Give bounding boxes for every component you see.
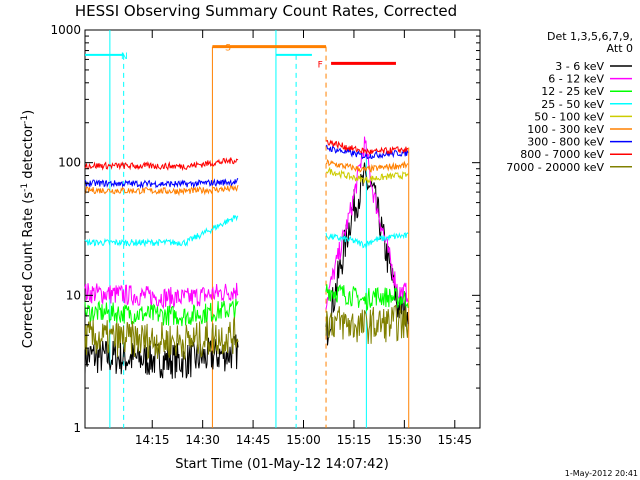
x-tick-label: 14:30: [185, 433, 220, 447]
x-tick-label: 14:45: [236, 433, 271, 447]
axes-layer: 14:15 14:30 14:45 15:00 15:15 15:30 15:45 1 10 10…: [50, 23, 480, 447]
x-tick-label: 15:45: [437, 433, 472, 447]
series-6-day2: [325, 144, 409, 160]
x-tick-label: 15:00: [286, 433, 321, 447]
y-tick-label: 1000: [50, 23, 81, 37]
series-8-day2: [325, 304, 409, 345]
series-0-day1: [84, 334, 239, 379]
legend-entry-0: 3 - 6 keV: [555, 60, 604, 73]
legend-entry-3: 25 - 50 keV: [541, 98, 604, 111]
series-4-day2: [325, 166, 409, 184]
series-6-day1: [84, 178, 239, 189]
series-2-day1: [84, 298, 239, 327]
series-1-day2: [325, 136, 409, 310]
series-3-day2: [325, 232, 409, 249]
segment-label-N: N: [121, 52, 128, 62]
segment-label-S: S: [225, 44, 231, 54]
series-8-day1: [84, 317, 239, 361]
legend-entry-8: 7000 - 20000 keV: [506, 161, 604, 174]
legend-entry-5: 100 - 300 keV: [527, 123, 604, 136]
y-axis-label: Corrected Count Rate (s-1 detector-1): [20, 110, 36, 348]
x-tick-label: 15:15: [337, 433, 372, 447]
footer-date: 1-May-2012 20:41: [565, 469, 638, 478]
series-7-day2: [325, 139, 409, 156]
legend-entry-4: 50 - 100 keV: [534, 110, 604, 123]
series-7-day1: [84, 157, 239, 172]
series-0-day2: [325, 162, 409, 346]
x-tick-label: 14:15: [135, 433, 170, 447]
x-tick-label: 15:30: [387, 433, 422, 447]
series-1-day1: [84, 282, 239, 310]
series-5-day1: [84, 184, 239, 197]
legend-entry-6: 300 - 800 keV: [527, 136, 604, 149]
data-layer: N S F: [84, 30, 410, 428]
legend-entry-1: 6 - 12 keV: [548, 73, 604, 86]
series-2-day2: [325, 284, 409, 312]
segment-label-F: F: [318, 60, 323, 70]
legend-header: Att 0: [607, 42, 633, 55]
series-5-day2: [325, 158, 409, 173]
plot-frame: [84, 29, 481, 429]
chart-title: HESSI Observing Summary Count Rates, Cor…: [75, 2, 457, 20]
series-3-day1: [84, 214, 239, 248]
y-tick-label: 100: [58, 156, 81, 170]
y-tick-label: 10: [66, 288, 81, 302]
legend-entry-2: 12 - 25 keV: [541, 85, 604, 98]
legend-entry-7: 800 - 7000 keV: [520, 148, 604, 161]
y-tick-label: 1: [73, 421, 81, 435]
x-axis-label: Start Time (01-May-12 14:07:42): [175, 457, 389, 472]
legend-header: Det 1,3,5,6,7,9,: [547, 30, 633, 43]
